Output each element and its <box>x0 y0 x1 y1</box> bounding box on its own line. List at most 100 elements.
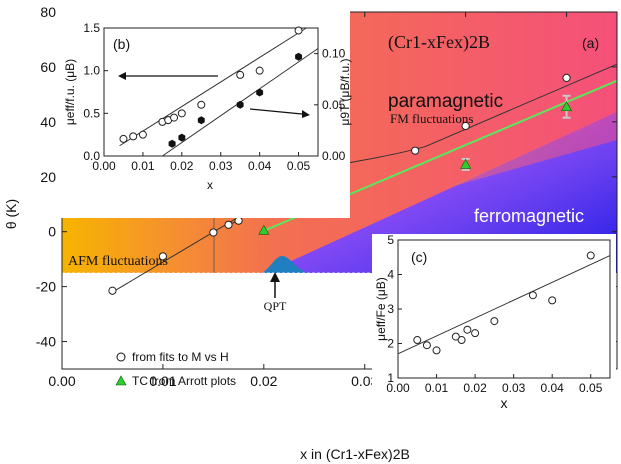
inset-b-background <box>58 6 350 218</box>
open-circle-point <box>411 146 420 155</box>
afm-fluctuations-label: AFM fluctuations <box>68 254 168 269</box>
x-tick-label: 0.03 <box>351 373 378 389</box>
c-open-circle-point <box>528 291 537 300</box>
inset-b-ticks: 0.00 0.01 0.02 0.03 0.04 0.05 0.0 0.5 1.0 1.5 0.00… <box>83 21 345 173</box>
legend-green-triangle-icon <box>115 375 127 386</box>
c-open-circle-point <box>548 296 557 305</box>
b-filled-hexagon-point <box>197 116 205 125</box>
qpt-arrow-head-icon <box>270 272 280 282</box>
b-open-circle-point <box>119 134 128 143</box>
inset-b-points <box>119 26 303 148</box>
green-triangle-point <box>460 158 472 169</box>
open-circle-point <box>108 286 117 295</box>
panel-b-label: (b) <box>113 36 130 52</box>
y-tick-label: 20 <box>40 169 56 185</box>
c-y-tick-label: 2 <box>387 337 394 351</box>
green-triangle-point <box>561 101 573 112</box>
panel-c-label: (c) <box>411 249 427 265</box>
right-axis-arrow-shaft <box>249 108 303 115</box>
open-circle-point <box>461 121 470 131</box>
x-tick-label: 0.02 <box>250 373 277 389</box>
y-tick-label: -20 <box>36 279 56 295</box>
b-left-tick-label: 0.0 <box>83 149 100 163</box>
c-x-tick-label: 0.04 <box>541 381 565 395</box>
open-circle-point <box>562 73 571 83</box>
legend-open-circle-icon <box>116 352 126 362</box>
panel-a-label: (a) <box>582 35 599 51</box>
open-circle-point <box>209 228 218 237</box>
c-open-circle-point <box>413 336 422 345</box>
open-circle-point <box>234 216 243 225</box>
b-open-circle-point <box>177 109 186 118</box>
open-circle-point <box>158 252 168 261</box>
inset-c: 0.00 0.01 0.02 0.03 0.04 0.05 1 2 3 4 5 (c) x μeff… <box>372 233 616 412</box>
c-y-tick-label: 5 <box>387 233 394 247</box>
x-tick-label: 0.00 <box>48 373 75 389</box>
green-triangle-point <box>258 224 270 235</box>
c-y-tick-label: 1 <box>387 371 394 385</box>
right-axis-arrow-icon <box>302 110 310 118</box>
c-open-circle-point <box>586 251 595 260</box>
formula-label: (Cr1-xFex)2B <box>388 32 490 53</box>
inset-c-fit-line <box>397 255 611 355</box>
b-open-circle-point <box>255 66 264 75</box>
c-open-circle-point <box>457 336 466 345</box>
b-x-tick-label: 0.02 <box>170 159 194 173</box>
legend-label-tc: TC from Arrott plots <box>132 374 236 388</box>
c-x-tick-label: 0.01 <box>425 381 449 395</box>
b-filled-hexagon-point <box>178 133 186 142</box>
b-open-circle-point <box>170 113 179 122</box>
y-axis-title: θ (K) <box>3 199 19 229</box>
b-open-circle-point <box>197 100 206 109</box>
b-left-tick-label: 1.0 <box>83 64 100 78</box>
b-open-circle-point <box>138 130 147 139</box>
b-filled-hexagon-point <box>168 139 176 148</box>
b-open-circle-point <box>294 26 303 35</box>
qpt-dome <box>262 256 308 273</box>
b-x-tick-label: 0.01 <box>131 159 155 173</box>
paramagnetic-label: paramagnetic <box>388 91 503 112</box>
b-x-tick-label: 0.00 <box>92 159 116 173</box>
inset-b: 0.00 0.01 0.02 0.03 0.04 0.05 0.0 0.5 1.0 1.5 0.00… <box>58 6 352 218</box>
b-left-tick-label: 0.5 <box>83 106 100 120</box>
c-x-tick-label: 0.02 <box>463 381 487 395</box>
c-y-tick-label: 4 <box>387 268 394 282</box>
inset-c-ticks: 0.00 0.01 0.02 0.03 0.04 0.05 1 2 3 4 5 <box>386 233 602 395</box>
qpt-label: QPT <box>264 299 287 313</box>
c-open-circle-point <box>463 325 472 334</box>
b-right-tick-label: 0.10 <box>322 47 346 61</box>
c-open-circle-point <box>490 317 499 326</box>
y-tick-label: 80 <box>40 4 56 20</box>
c-x-tick-label: 0.03 <box>502 381 526 395</box>
c-x-tick-label: 0.00 <box>386 381 410 395</box>
c-x-tick-label: 0.05 <box>579 381 603 395</box>
legend-label-fits: from fits to M vs H <box>132 350 229 364</box>
b-open-circle-point <box>129 132 138 141</box>
inset-c-y-title: μeff/Fe (μB) <box>374 277 388 341</box>
inset-b-frame <box>103 27 319 157</box>
ferromagnetic-label: ferromagnetic <box>474 206 584 226</box>
b-left-tick-label: 1.5 <box>83 21 100 35</box>
c-open-circle-point <box>451 332 460 341</box>
left-axis-arrow-icon <box>118 72 126 80</box>
inset-b-left-y-title: μeff/f.u. (μB) <box>63 59 77 125</box>
b-open-circle-point <box>236 70 245 79</box>
c-open-circle-point <box>432 346 441 355</box>
b-filled-hexagon-point <box>295 52 302 61</box>
main-legend: from fits to M vs H TC from Arrott plots <box>115 350 236 388</box>
c-y-tick-label: 3 <box>387 302 394 316</box>
x-axis-title: x in (Cr1-xFex)2B <box>300 446 410 462</box>
inset-c-points <box>413 251 595 355</box>
inset-c-x-title: x <box>501 395 508 411</box>
b-right-tick-label: 0.05 <box>322 98 346 112</box>
fm-pink-edge <box>440 112 617 190</box>
y-tick-label: 0 <box>48 224 56 240</box>
inset-b-fit-line-left <box>119 27 307 147</box>
x-tick-label: 0.01 <box>149 373 176 389</box>
inset-b-x-title: x <box>207 178 213 192</box>
b-filled-hexagon-point <box>256 88 264 97</box>
y-tick-label: 60 <box>40 59 56 75</box>
b-x-tick-label: 0.04 <box>248 159 272 173</box>
open-circle-point <box>224 220 233 229</box>
